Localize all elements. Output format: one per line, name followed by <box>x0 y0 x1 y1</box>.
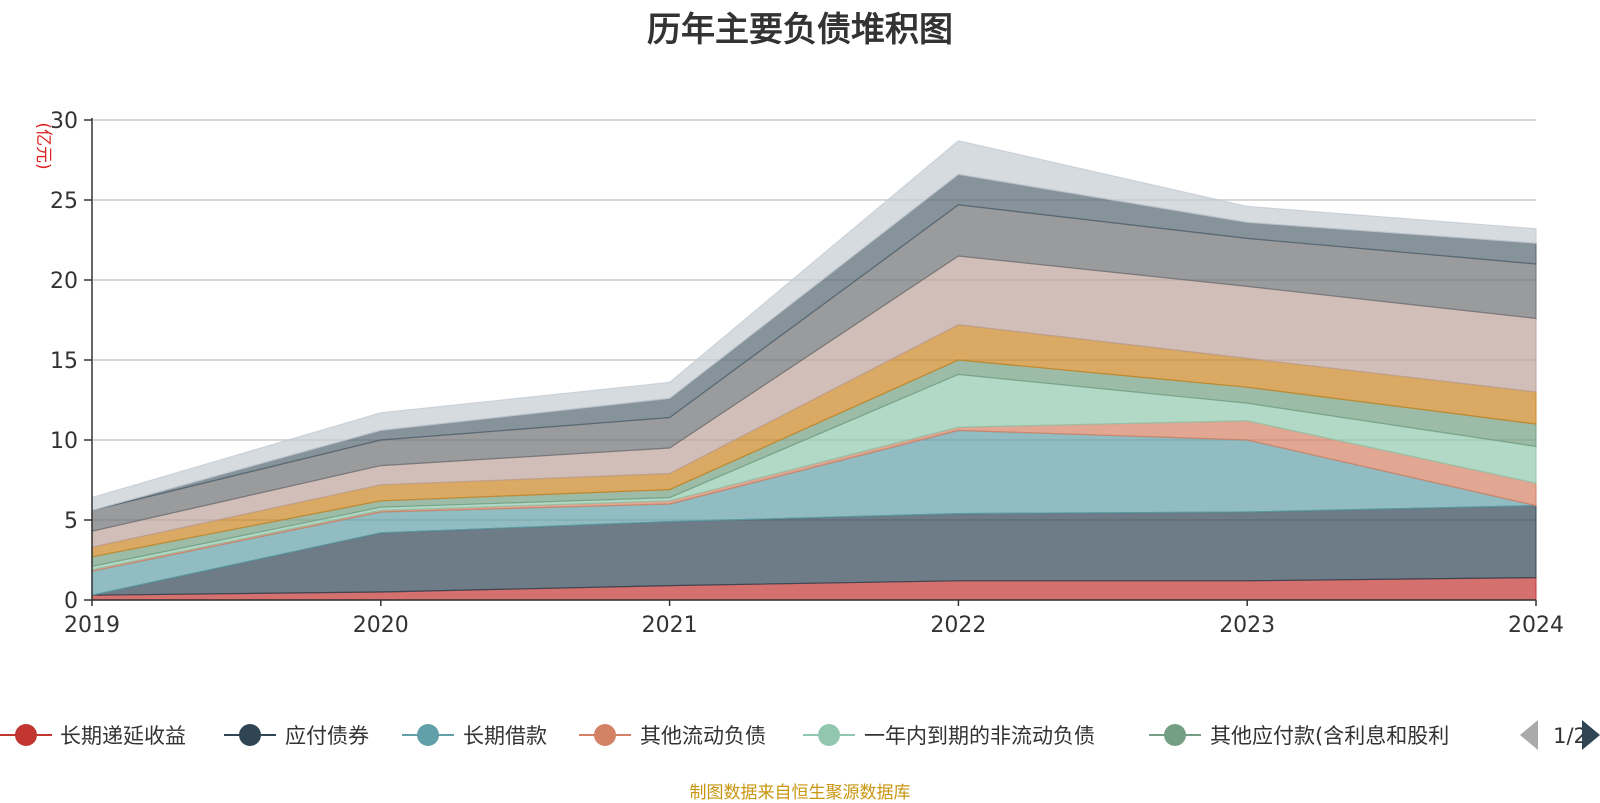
legend-marker-icon <box>1164 724 1186 746</box>
x-tick-label: 2023 <box>1219 613 1275 638</box>
legend-prev-icon[interactable] <box>1520 720 1538 750</box>
y-tick-label: 30 <box>50 109 78 134</box>
legend-marker-icon <box>417 724 439 746</box>
legend-marker-icon <box>239 724 261 746</box>
area-series <box>91 140 1537 601</box>
legend-item-0[interactable]: 长期递延收益 <box>0 724 186 748</box>
y-tick-label: 0 <box>64 589 78 614</box>
legend-label: 一年内到期的非流动负债 <box>864 724 1095 748</box>
x-tick-label: 2024 <box>1508 613 1564 638</box>
legend[interactable]: 长期递延收益 应付债券 长期借款 其他流动负债 一年内到期的非流动负债 其他应付款(含利息… <box>0 724 1449 748</box>
chart-title: 历年主要负债堆积图 <box>647 10 953 50</box>
legend-item-2[interactable]: 长期借款 <box>402 724 547 748</box>
y-tick-label: 5 <box>64 509 78 534</box>
y-tick-label: 15 <box>50 349 78 374</box>
legend-label: 其他应付款(含利息和股利 <box>1210 724 1449 748</box>
legend-item-3[interactable]: 其他流动负债 <box>579 724 766 748</box>
legend-marker-icon <box>15 724 37 746</box>
x-tick-label: 2022 <box>930 613 986 638</box>
legend-item-1[interactable]: 应付债券 <box>224 724 369 748</box>
legend-marker-icon <box>594 724 616 746</box>
y-tick-label: 10 <box>50 429 78 454</box>
y-axis-unit: (亿元) <box>33 122 53 169</box>
legend-next-icon[interactable] <box>1582 720 1600 750</box>
legend-label: 长期借款 <box>463 724 547 748</box>
y-tick-label: 25 <box>50 189 78 214</box>
legend-marker-icon <box>818 724 840 746</box>
legend-page-indicator: 1/2 <box>1553 724 1587 748</box>
x-tick-label: 2021 <box>642 613 698 638</box>
y-tick-label: 20 <box>50 269 78 294</box>
area-series-10[interactable] <box>91 140 1537 512</box>
axes: 0 5 10 15 20 25 30 2019 2020 2021 2022 2023 2024 (亿元) <box>33 109 1564 638</box>
source-note: 制图数据来自恒生聚源数据库 <box>689 783 911 803</box>
legend-item-5[interactable]: 其他应付款(含利息和股利 <box>1149 724 1449 748</box>
legend-label: 长期递延收益 <box>60 724 186 748</box>
legend-pager[interactable]: 1/2 <box>1520 720 1600 750</box>
x-tick-label: 2019 <box>64 613 120 638</box>
x-tick-label: 2020 <box>353 613 409 638</box>
legend-label: 其他流动负债 <box>640 724 766 748</box>
legend-label: 应付债券 <box>285 724 369 748</box>
legend-item-4[interactable]: 一年内到期的非流动负债 <box>803 724 1095 748</box>
